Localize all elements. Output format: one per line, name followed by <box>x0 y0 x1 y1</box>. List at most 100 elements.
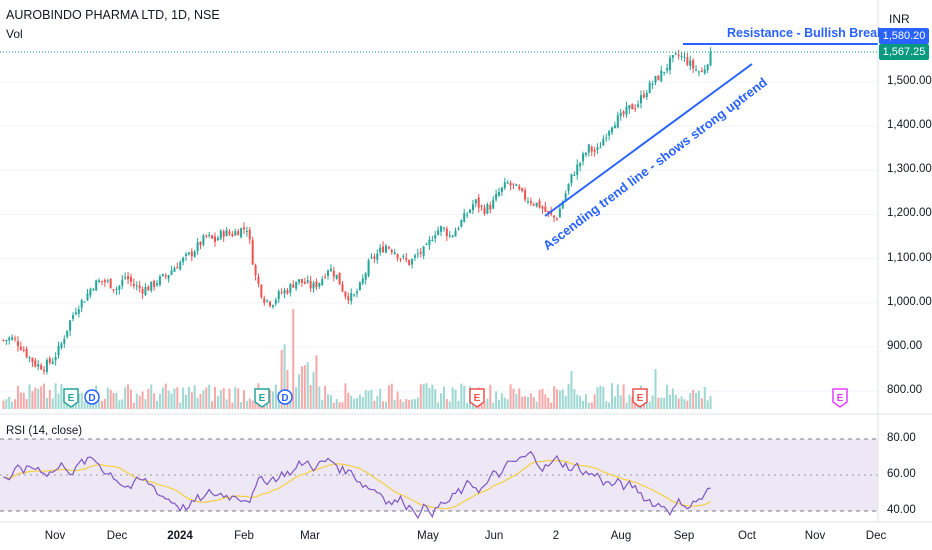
symbol-title[interactable]: AUROBINDO PHARMA LTD, 1D, NSE <box>6 8 220 22</box>
volume-bar <box>167 390 170 409</box>
candle-body <box>324 276 327 278</box>
volume-bar <box>445 399 448 409</box>
rsi-axis-tick: 80.00 <box>887 432 916 444</box>
candle-body <box>558 208 561 218</box>
volume-bar <box>651 395 654 409</box>
candle-body <box>605 137 608 139</box>
volume-bar <box>83 401 86 409</box>
volume-bar <box>518 388 521 409</box>
candle-body <box>622 111 625 115</box>
volume-bar <box>147 388 150 409</box>
earnings-icon: E <box>254 388 270 408</box>
volume-bar <box>645 401 648 409</box>
candle-body <box>437 230 440 236</box>
candle-body <box>442 227 445 229</box>
candle-body <box>286 290 289 294</box>
candle-body <box>43 369 46 372</box>
ascending-trendline[interactable] <box>544 63 753 217</box>
volume-bar <box>341 402 344 409</box>
earnings-icon: E <box>469 388 485 408</box>
volume-bar <box>396 391 399 409</box>
candle-body <box>616 115 619 128</box>
volume-bar <box>25 398 28 409</box>
resistance-annotation[interactable]: Resistance - Bullish Breakout <box>727 26 904 40</box>
volume-bar <box>570 371 573 409</box>
candle-body <box>399 258 402 260</box>
candle-body <box>393 252 396 254</box>
candle-body <box>205 235 208 237</box>
candle-body <box>193 251 196 257</box>
candle-body <box>515 184 518 187</box>
candle-body <box>500 187 503 192</box>
candle-body <box>625 106 628 115</box>
volume-bar <box>703 386 706 409</box>
volume-bar <box>434 389 437 409</box>
candle-body <box>413 255 416 258</box>
volume-bar <box>124 387 127 409</box>
volume-bar <box>57 393 60 409</box>
volume-bar <box>616 384 619 409</box>
candle-body <box>602 138 605 146</box>
volume-bar <box>231 402 234 409</box>
candle-body <box>95 280 98 291</box>
candle-body <box>37 364 40 367</box>
candle-body <box>411 259 414 265</box>
volume-bar <box>660 397 663 409</box>
candle-body <box>86 293 89 301</box>
candle-body <box>596 147 599 150</box>
candle-body <box>495 193 498 200</box>
candle-body <box>71 315 75 319</box>
volume-bar <box>680 396 683 409</box>
volume-bar <box>306 362 309 409</box>
price-axis-tick: 800.00 <box>887 384 923 396</box>
volume-bar <box>225 399 228 409</box>
candle-body <box>686 57 689 65</box>
currency-label[interactable]: INR <box>889 12 910 26</box>
candle-body <box>280 292 283 294</box>
candle-body <box>431 240 434 242</box>
candle-body <box>121 279 124 286</box>
volume-bar <box>135 393 138 409</box>
candle-body <box>40 365 43 370</box>
candle-body <box>373 256 376 259</box>
candle-body <box>271 305 274 307</box>
candle-body <box>425 244 428 246</box>
volume-bar <box>671 388 674 409</box>
candle-body <box>428 239 431 246</box>
volume-bar <box>596 387 599 409</box>
candle-body <box>584 153 587 155</box>
volume-bar <box>657 397 660 409</box>
volume-bar <box>60 384 63 409</box>
candle-body <box>283 290 286 294</box>
candle-body <box>628 105 631 109</box>
resistance-price-tag: 1,580.20 <box>879 28 929 44</box>
volume-bar <box>190 392 193 409</box>
volume-bar <box>437 402 440 409</box>
event-marker-letter: E <box>837 393 844 404</box>
volume-bar <box>509 384 512 409</box>
candle-body <box>689 60 692 67</box>
candle-body <box>582 153 585 162</box>
rsi-indicator-label[interactable]: RSI (14, close) <box>6 425 83 437</box>
candle-body <box>164 275 167 277</box>
volume-label[interactable]: Vol <box>6 27 23 41</box>
candle-body <box>22 349 25 351</box>
volume-bar <box>631 396 634 409</box>
rsi-axis-tick: 40.00 <box>887 504 916 516</box>
earnings-icon: E <box>632 388 648 408</box>
volume-bar <box>411 399 414 409</box>
candle-body <box>579 162 582 167</box>
volume-bar <box>677 398 680 409</box>
candle-body <box>503 182 506 188</box>
candle-body <box>127 276 130 280</box>
candle-body <box>298 279 301 283</box>
volume-bar <box>367 390 370 409</box>
rsi-ma-line <box>3 459 711 510</box>
time-axis-tick: Sep <box>673 530 695 542</box>
volume-bar <box>497 400 501 409</box>
volume-bar <box>567 383 570 409</box>
volume-bar <box>500 393 503 409</box>
volume-bar <box>251 400 254 409</box>
candle-body <box>497 192 501 196</box>
